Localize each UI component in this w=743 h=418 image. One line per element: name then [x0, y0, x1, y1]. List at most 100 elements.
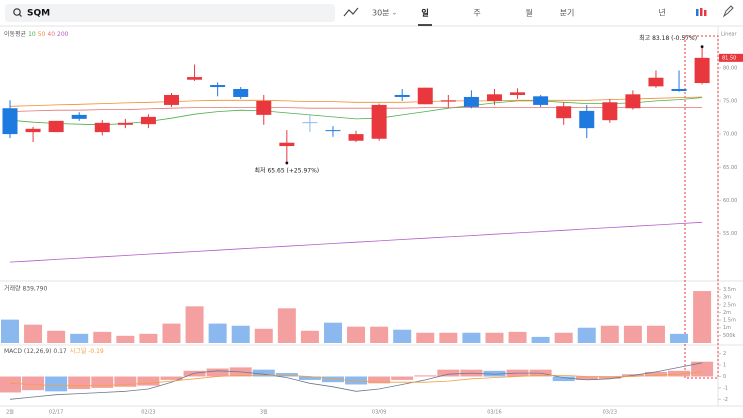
annotation-label: 최고 83.18 (-0.57%)	[639, 34, 697, 42]
legend-label: 이동평균	[4, 30, 27, 38]
x-tick-label: 2월	[6, 409, 14, 416]
candle-body	[440, 100, 456, 102]
volume-bar	[393, 329, 412, 343]
macd-histogram-bar	[91, 376, 114, 388]
macd-histogram-bar	[22, 376, 45, 391]
candle-body	[2, 108, 18, 135]
candle-body	[417, 87, 433, 105]
chart-type-icon[interactable]	[696, 8, 707, 16]
period-button[interactable]: 일	[421, 8, 428, 18]
macd-histogram-bar	[668, 370, 691, 377]
candle-body	[233, 89, 249, 97]
dropdown-icon: ⌄	[392, 10, 397, 17]
moving-average-line	[9, 96, 703, 107]
volume-bar	[670, 333, 689, 343]
y-tick-label: 3m	[723, 295, 731, 301]
search-icon	[13, 8, 21, 16]
macd-line	[9, 362, 703, 400]
search-text[interactable]: SQM	[27, 9, 50, 19]
macd-label: MACD (12,26,9) 0.17	[4, 348, 67, 355]
macd-histogram-bar	[275, 373, 298, 377]
icon-part	[696, 9, 699, 16]
price-tag	[719, 53, 743, 62]
candle-body	[325, 130, 341, 132]
period-button[interactable]: 분기	[560, 9, 575, 18]
candle-body	[671, 89, 687, 91]
candle-body	[140, 116, 156, 125]
y-tick-label: 2	[723, 351, 726, 357]
x-tick-label: 02/17	[49, 410, 63, 416]
x-tick-label: 03/16	[487, 410, 501, 416]
candle-body	[256, 100, 272, 115]
x-tick-label: 02/23	[141, 410, 155, 416]
candle-body	[533, 96, 549, 105]
period-button[interactable]: 주	[473, 9, 480, 18]
price-tag-label: 81.50	[722, 55, 736, 61]
volume-bar	[93, 331, 112, 343]
macd-histogram-bar	[391, 376, 414, 380]
y-tick-label: 55.00	[723, 231, 737, 237]
interval-button[interactable]: 30분	[372, 9, 390, 18]
macd-histogram-bar	[483, 370, 506, 377]
macd-histogram-bar	[575, 376, 598, 380]
legend-entry: 50	[38, 31, 46, 38]
signal-label: 시그널 -0.19	[70, 347, 104, 355]
period-button[interactable]: 년	[658, 8, 665, 18]
volume-bar	[162, 323, 181, 343]
panel-title: MACD (12,26,9) 0.17 시그널 -0.19	[4, 347, 104, 355]
y-tick-label: 1.5m	[723, 318, 736, 324]
indicator-icon[interactable]	[343, 7, 359, 17]
candle-body	[556, 106, 572, 119]
candle-body	[279, 142, 295, 147]
volume-bar	[139, 333, 158, 343]
moving-average-line	[9, 221, 703, 263]
macd-histogram-bar	[437, 369, 460, 377]
scale-label: Linear	[721, 32, 737, 38]
x-tick-label: 03/23	[603, 410, 617, 416]
candle-body	[25, 128, 41, 133]
volume-bar	[646, 325, 665, 343]
annotation-label: 최저 65.65 (+25.97%)	[255, 166, 320, 174]
macd-histogram-bar	[552, 376, 575, 382]
macd-histogram-bar	[137, 376, 160, 386]
macd-histogram-bar	[0, 376, 21, 393]
macd-histogram-bar	[321, 376, 344, 383]
legend-entry: 40	[47, 31, 55, 38]
volume-bar	[485, 332, 504, 343]
volume-bar	[254, 328, 273, 343]
draw-icon[interactable]	[722, 5, 734, 18]
y-tick-label: 2.5m	[723, 302, 736, 308]
volume-bar	[116, 335, 135, 343]
y-tick-label: -2	[723, 397, 728, 403]
highlight-box	[684, 35, 719, 379]
y-tick-label: 2m	[723, 310, 731, 316]
candle-body	[48, 120, 64, 133]
candle-body	[187, 77, 203, 80]
volume-bar	[439, 332, 458, 343]
candle-body	[486, 94, 502, 101]
moving-average-line	[9, 107, 703, 112]
y-tick-label: 1m	[723, 325, 731, 331]
candle-body	[463, 96, 479, 107]
search-box[interactable]	[5, 4, 335, 22]
macd-histogram-bar	[368, 376, 391, 384]
volume-bar	[323, 322, 342, 343]
annotation-dot	[285, 161, 289, 165]
macd-histogram-bar	[183, 370, 206, 377]
macd-histogram-bar	[298, 376, 321, 380]
candle-body	[694, 57, 710, 84]
y-tick-label: 500k	[723, 333, 736, 339]
volume-bar	[1, 319, 19, 343]
macd-histogram-bar	[45, 376, 68, 392]
macd-histogram-bar	[691, 361, 714, 377]
volume-bar	[277, 308, 296, 343]
candle-body	[348, 134, 364, 141]
y-tick-label: 70.00	[723, 132, 737, 138]
x-tick-label: 3월	[260, 409, 268, 416]
volume-bar	[416, 332, 435, 343]
y-tick-label: 3.5m	[723, 287, 736, 293]
icon-part	[704, 10, 707, 16]
volume-bar	[347, 326, 366, 343]
icon-part	[700, 8, 703, 16]
period-button[interactable]: 월	[525, 8, 532, 18]
